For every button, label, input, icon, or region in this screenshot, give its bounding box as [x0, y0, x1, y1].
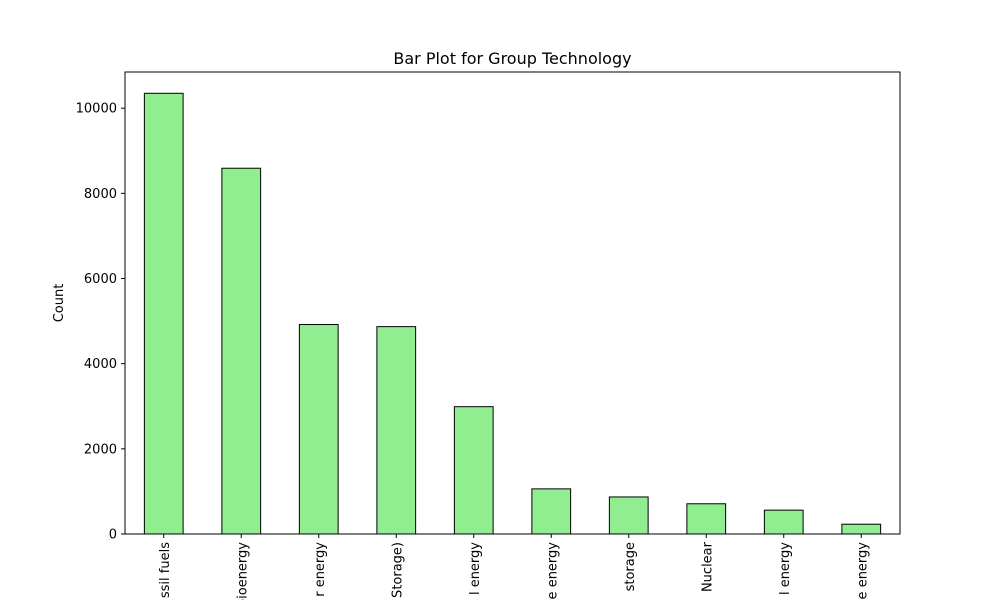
- bar: [453, 406, 494, 535]
- y-tick-label: 10000: [76, 102, 117, 117]
- y-tick-label: 6000: [84, 272, 117, 287]
- bar: [763, 509, 804, 535]
- bar: [608, 496, 649, 535]
- x-tick-label: l energy: [468, 542, 483, 595]
- bar: [298, 324, 339, 535]
- x-tick-label: storage: [623, 542, 638, 591]
- y-tick-label: 0: [109, 528, 117, 543]
- y-tick-label: 4000: [84, 357, 117, 372]
- bar: [221, 167, 262, 535]
- y-axis-label: Count: [52, 284, 67, 323]
- y-axis-ticks: 0 2000 4000 6000 8000 10000: [76, 102, 125, 543]
- bar: [531, 488, 572, 535]
- x-tick-label: r energy: [313, 542, 328, 597]
- bar: [841, 523, 882, 535]
- chart-title: Bar Plot for Group Technology: [393, 49, 631, 68]
- bar: [686, 503, 727, 535]
- y-tick-label: 8000: [84, 187, 117, 202]
- x-tick-label: Nuclear: [700, 541, 715, 592]
- x-tick-label: Storage): [390, 542, 405, 598]
- x-axis-ticks: ssil fuels bioenergy r energy Storage) l ene…: [158, 534, 870, 600]
- y-tick-label: 2000: [84, 442, 117, 457]
- x-tick-label: e energy: [545, 542, 560, 600]
- x-tick-label: ssil fuels: [158, 542, 173, 598]
- x-tick-label: l energy: [778, 542, 793, 595]
- plot-frame: [124, 71, 901, 535]
- x-tick-label: bioenergy: [235, 542, 250, 600]
- bar: [376, 326, 417, 535]
- bar: [143, 92, 184, 535]
- bars-group: [143, 92, 882, 535]
- x-tick-label: e energy: [855, 542, 870, 600]
